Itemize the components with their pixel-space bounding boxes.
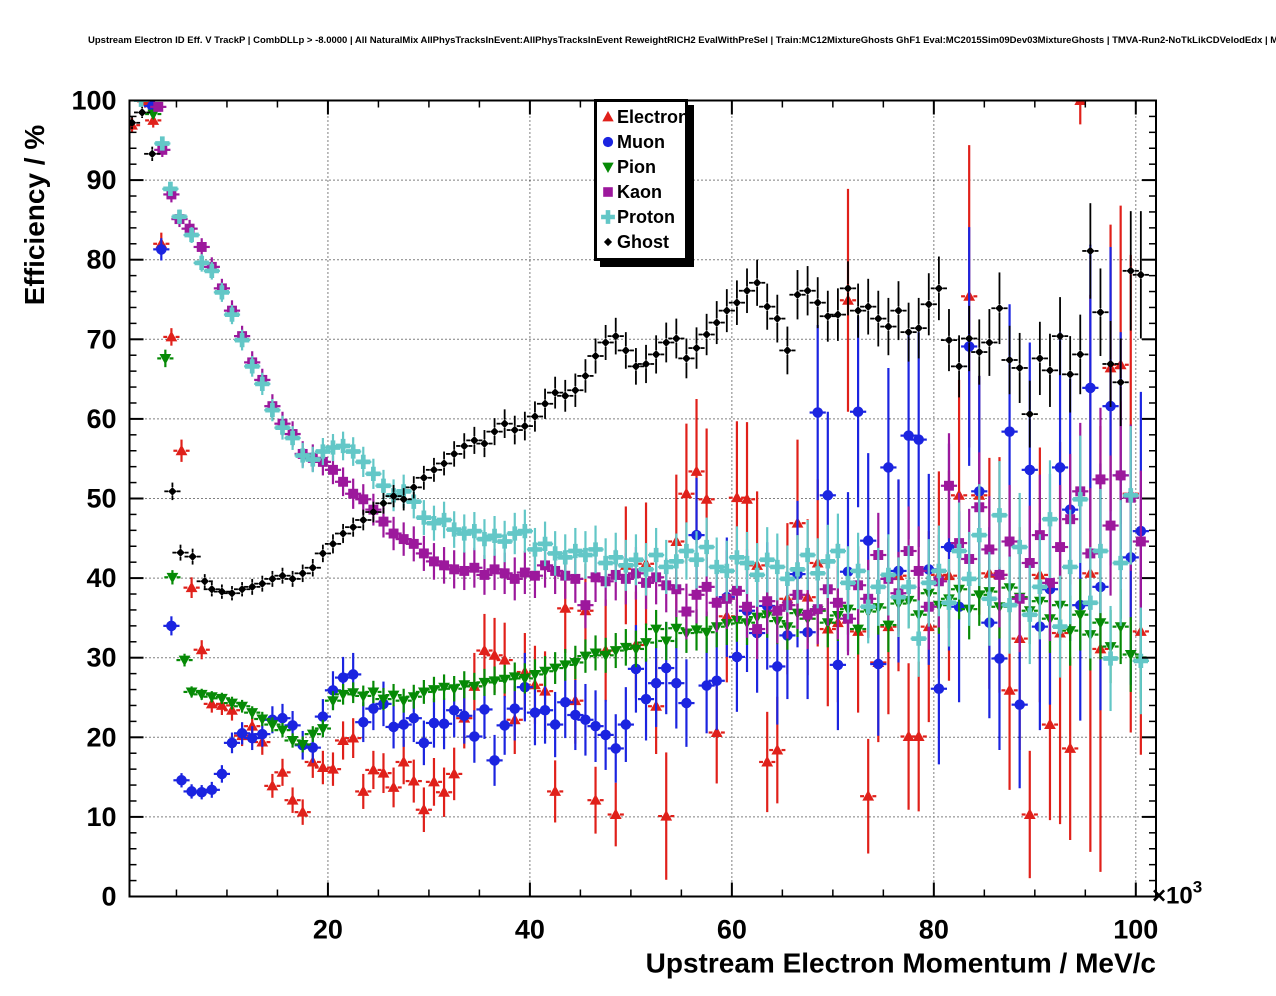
kaon-marker-icon [603,186,613,197]
x-axis-title: Upstream Electron Momentum / MeV/c [646,948,1156,979]
x-tick-label: 20 [313,915,343,945]
gridlines [129,100,1156,897]
series-proton [133,100,1149,715]
legend-label: Ghost [617,231,669,252]
legend-label: Electron [617,106,690,127]
legend-label: Muon [617,131,665,152]
x-tick-label: 80 [919,915,949,945]
y-tick-label: 100 [71,86,116,116]
x-tick-label: 100 [1113,915,1158,945]
y-tick-label: 40 [86,563,116,593]
y-tick-label: 0 [101,882,116,912]
axis-ticks [129,99,1156,898]
legend-label: Pion [617,156,656,177]
y-axis-title: Efficiency / % [19,125,50,306]
legend-item-muon: Muon [599,129,685,154]
y-tick-label: 10 [86,802,116,832]
y-tick-label: 90 [86,165,116,195]
y-tick-label: 70 [86,324,116,354]
legend-item-proton: Proton [599,204,685,229]
series-ghost [129,106,1149,601]
y-tick-label: 80 [86,245,116,275]
ghost-marker-icon [603,237,613,246]
pion-marker-icon [602,162,614,173]
legend-item-kaon: Kaon [599,179,685,204]
muon-marker-icon [602,136,614,147]
plot-title: Upstream Electron ID Eff. V TrackP | Com… [88,35,1276,46]
x-axis-exponent: ×103 [1152,878,1202,910]
legend-label: Kaon [617,181,662,202]
y-tick-label: 60 [86,404,116,434]
y-tick-label: 50 [86,484,116,514]
x-tick-label: 60 [717,915,747,945]
y-tick-label: 30 [86,643,116,673]
legend-item-electron: Electron [599,104,689,129]
legend-item-ghost: Ghost [599,229,685,254]
legend-label: Proton [617,206,675,227]
y-tick-label: 20 [86,722,116,752]
x-tick-label: 40 [515,915,545,945]
electron-marker-icon [602,110,614,121]
proton-marker-icon [601,209,615,224]
legend-box: Electron Muon Pion Kaon Proton Ghost [594,99,689,261]
axis-tick-labels: 0 10 20 30 40 50 60 70 80 90 100 20 40 60 80 100 ×103 [71,86,1202,945]
legend-item-pion: Pion [599,154,685,179]
